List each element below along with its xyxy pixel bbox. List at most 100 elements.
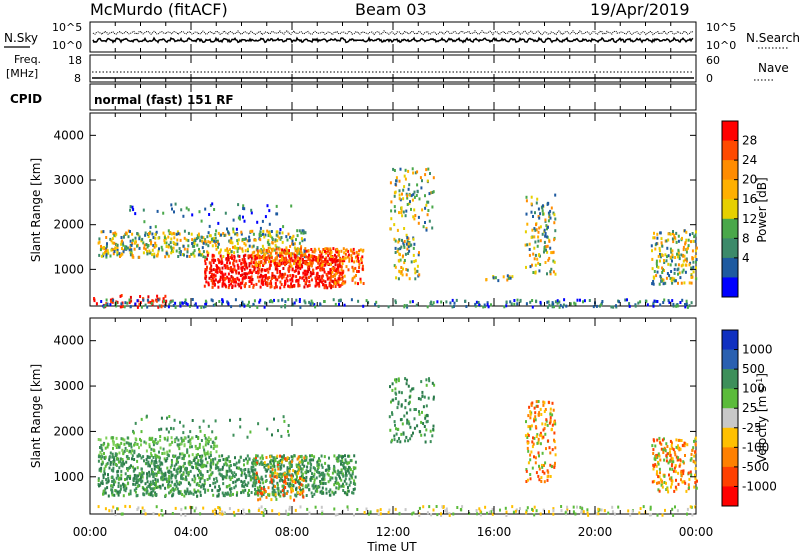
echo-cell xyxy=(154,478,157,481)
echo-cell xyxy=(289,235,292,239)
echo-cell xyxy=(277,467,280,471)
echo-cell xyxy=(147,464,150,468)
echo-cell xyxy=(393,223,396,227)
echo-cell xyxy=(690,457,693,461)
echo-cell xyxy=(261,454,264,458)
echo-cell xyxy=(243,237,246,241)
echo-cell xyxy=(292,242,295,246)
echo-cell xyxy=(329,276,332,280)
echo-cell xyxy=(196,447,199,451)
echo-cell xyxy=(100,466,103,470)
echo-cell xyxy=(167,235,170,239)
echo-cell xyxy=(685,247,688,251)
echo-cell xyxy=(310,476,313,480)
echo-cell xyxy=(539,433,542,437)
echo-cell xyxy=(271,259,274,263)
echo-cell xyxy=(677,248,680,252)
echo-cell xyxy=(306,465,309,469)
echo-cell xyxy=(680,281,683,285)
echo-cell xyxy=(304,231,307,235)
echo-cell xyxy=(341,262,344,265)
echo-cell xyxy=(293,246,296,250)
echo-cell xyxy=(551,423,554,427)
echo-cell xyxy=(355,250,358,254)
echo-cell xyxy=(535,509,538,513)
echo-cell xyxy=(119,460,122,464)
echo-cell xyxy=(665,259,668,263)
echo-cell xyxy=(543,246,546,250)
echo-cell xyxy=(338,485,341,489)
echo-cell xyxy=(101,448,104,452)
echo-cell xyxy=(553,438,555,442)
echo-cell xyxy=(336,472,339,476)
echo-cell xyxy=(550,465,553,469)
echo-cell xyxy=(150,490,153,494)
echo-cell xyxy=(553,305,555,309)
echo-cell xyxy=(545,418,548,422)
echo-cell xyxy=(656,453,659,457)
echo-cell xyxy=(484,505,487,509)
echo-cell xyxy=(295,463,298,467)
echo-cell xyxy=(168,415,171,418)
echo-cell xyxy=(354,466,357,470)
echo-cell xyxy=(285,481,287,485)
echo-cell xyxy=(534,418,537,422)
echo-cell xyxy=(689,470,692,474)
echo-cell xyxy=(294,269,297,273)
echo-cell xyxy=(537,253,540,257)
echo-cell xyxy=(255,471,258,475)
echo-cell xyxy=(150,302,153,305)
echo-cell xyxy=(142,471,145,475)
echo-cell xyxy=(303,230,306,234)
echo-cell xyxy=(513,302,516,306)
echo-cell xyxy=(407,237,410,241)
echo-cell xyxy=(134,490,137,494)
echo-cell xyxy=(206,257,208,261)
echo-cell xyxy=(321,512,324,516)
echo-cell xyxy=(128,492,130,496)
echo-cell xyxy=(313,478,316,482)
echo-cell xyxy=(193,474,196,478)
echo-cell xyxy=(263,488,266,492)
echo-cell xyxy=(548,256,551,260)
echo-cell xyxy=(413,408,416,411)
echo-cell xyxy=(679,301,682,304)
echo-cell xyxy=(267,246,270,250)
echo-cell xyxy=(655,242,658,246)
echo-cell xyxy=(226,258,229,262)
echo-cell xyxy=(291,476,293,480)
echo-cell xyxy=(133,451,136,455)
echo-cell xyxy=(281,478,284,482)
echo-cell xyxy=(412,387,415,391)
echo-cell xyxy=(157,236,160,240)
echo-cell xyxy=(176,230,179,234)
echo-cell xyxy=(295,265,297,269)
echo-cell xyxy=(241,302,244,306)
echo-cell xyxy=(340,484,343,488)
echo-cell xyxy=(634,304,637,308)
echo-cell xyxy=(119,255,121,258)
echo-cell xyxy=(116,246,119,250)
echo-cell xyxy=(318,474,321,478)
echo-cell xyxy=(293,262,295,266)
echo-cell xyxy=(158,468,161,472)
echo-cell xyxy=(670,444,673,447)
echo-cell xyxy=(211,285,214,289)
echo-cell xyxy=(110,239,113,243)
colorbar-segment xyxy=(722,330,738,351)
echo-cell xyxy=(536,441,539,445)
echo-cell xyxy=(223,234,226,237)
echo-cell xyxy=(201,465,204,469)
echo-cell xyxy=(120,253,123,257)
echo-cell xyxy=(149,225,152,229)
echo-cell xyxy=(159,435,162,438)
echo-cell xyxy=(289,496,292,500)
echo-cell xyxy=(121,512,124,516)
echo-cell xyxy=(413,195,416,199)
cpid-text: normal (fast) 151 RF xyxy=(94,93,234,107)
echo-cell xyxy=(673,450,676,454)
echo-cell xyxy=(269,455,272,459)
echo-cell xyxy=(342,484,345,488)
noise-left-label: N.Sky xyxy=(4,31,38,45)
echo-cell xyxy=(187,239,190,243)
